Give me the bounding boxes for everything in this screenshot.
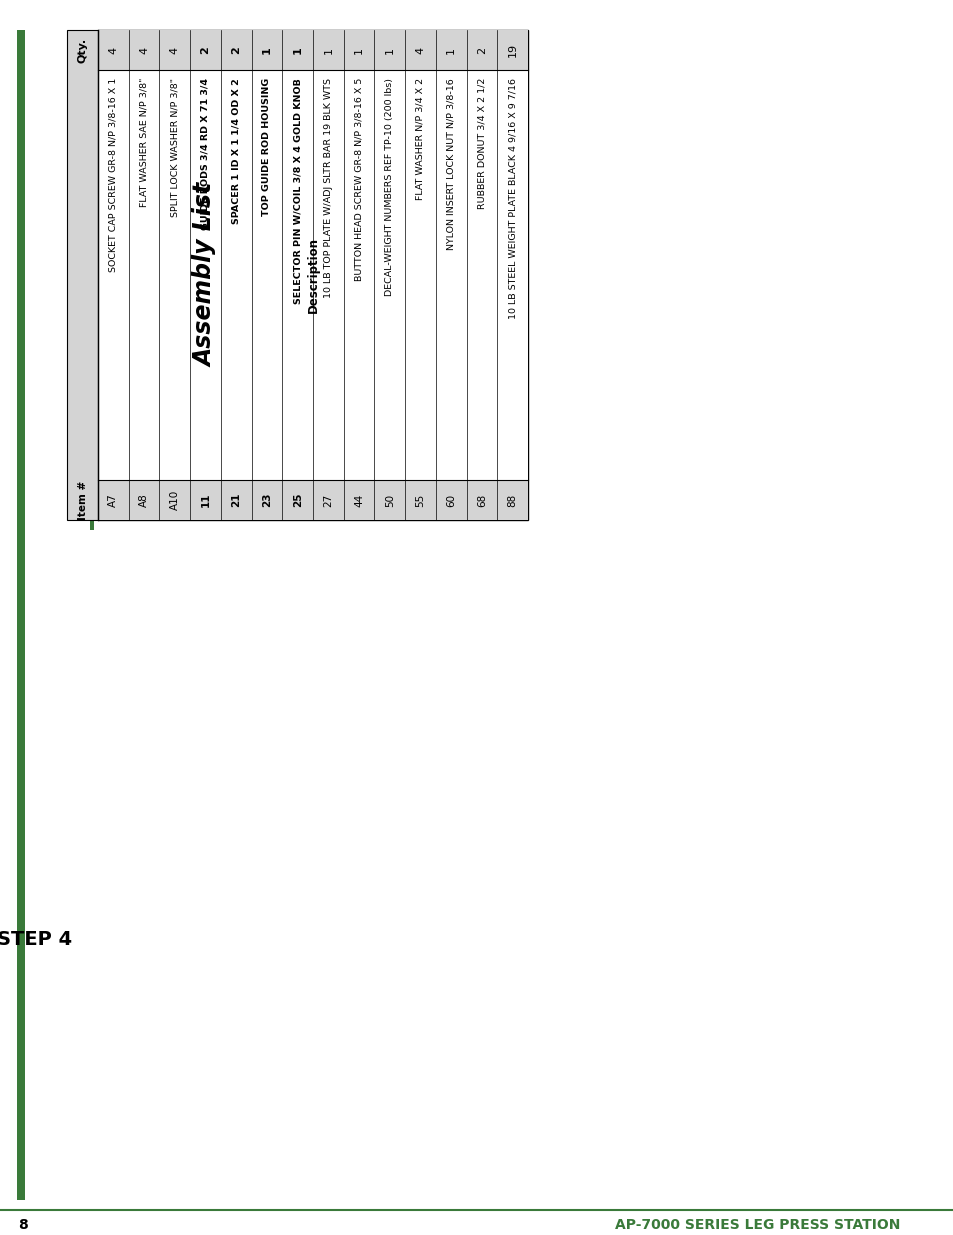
- Text: 2: 2: [200, 46, 211, 54]
- Text: 44: 44: [354, 493, 364, 506]
- Text: SPACER 1 ID X 1 1/4 OD X 2: SPACER 1 ID X 1 1/4 OD X 2: [232, 78, 240, 224]
- Text: STEP 4: STEP 4: [0, 930, 72, 950]
- Text: 1: 1: [262, 46, 272, 54]
- Text: 4: 4: [109, 47, 118, 53]
- Text: 4: 4: [170, 47, 179, 53]
- Text: Qty.: Qty.: [77, 37, 88, 63]
- Text: 1: 1: [323, 47, 333, 53]
- Text: Item #: Item #: [77, 480, 88, 520]
- Text: 21: 21: [231, 493, 241, 508]
- Text: NYLON INSERT LOCK NUT N/P 3/8-16: NYLON INSERT LOCK NUT N/P 3/8-16: [446, 78, 456, 249]
- Bar: [17, 30, 25, 1200]
- Text: SELECTOR PIN W/COIL 3/8 X 4 GOLD KNOB: SELECTOR PIN W/COIL 3/8 X 4 GOLD KNOB: [293, 78, 302, 304]
- Text: A8: A8: [139, 493, 149, 506]
- Text: SPLIT LOCK WASHER N/P 3/8": SPLIT LOCK WASHER N/P 3/8": [170, 78, 179, 217]
- Text: Description: Description: [306, 237, 319, 312]
- Text: AP-7000 SERIES LEG PRESS STATION: AP-7000 SERIES LEG PRESS STATION: [614, 1218, 899, 1233]
- Text: 8: 8: [18, 1218, 28, 1233]
- Text: 2: 2: [476, 47, 486, 53]
- Text: 88: 88: [507, 493, 517, 506]
- Text: 68: 68: [476, 493, 486, 506]
- Text: A10: A10: [170, 490, 179, 510]
- Text: SOCKET CAP SCREW GR-8 N/P 3/8-16 X 1: SOCKET CAP SCREW GR-8 N/P 3/8-16 X 1: [109, 78, 118, 272]
- Bar: [98, 30, 527, 520]
- Text: 19: 19: [507, 43, 517, 57]
- Text: 4: 4: [139, 47, 149, 53]
- Text: Assembly List: Assembly List: [193, 183, 217, 367]
- Text: FLAT WASHER N/P 3/4 X 2: FLAT WASHER N/P 3/4 X 2: [416, 78, 424, 200]
- Text: TOP GUIDE ROD HOUSING: TOP GUIDE ROD HOUSING: [262, 78, 272, 216]
- Text: 55: 55: [416, 493, 425, 506]
- Text: 1: 1: [354, 47, 364, 53]
- Text: 60: 60: [446, 494, 456, 506]
- Text: 1: 1: [446, 47, 456, 53]
- Text: GUIDE RODS 3/4 RD X 71 3/4: GUIDE RODS 3/4 RD X 71 3/4: [201, 78, 210, 230]
- Text: 10 LB STEEL WEIGHT PLATE BLACK 4 9/16 X 9 7/16: 10 LB STEEL WEIGHT PLATE BLACK 4 9/16 X …: [508, 78, 517, 319]
- Text: 4: 4: [416, 47, 425, 53]
- Text: 11: 11: [200, 493, 211, 508]
- Bar: [98, 30, 527, 70]
- Text: 10 LB TOP PLATE W/ADJ SLTR BAR 19 BLK WTS: 10 LB TOP PLATE W/ADJ SLTR BAR 19 BLK WT…: [323, 78, 333, 298]
- Text: 1: 1: [293, 46, 302, 54]
- Text: RUBBER DONUT 3/4 X 2 1/2: RUBBER DONUT 3/4 X 2 1/2: [476, 78, 486, 210]
- Bar: [90, 30, 94, 530]
- Text: 23: 23: [262, 493, 272, 508]
- Bar: [98, 480, 527, 520]
- Text: 27: 27: [323, 493, 333, 506]
- Text: A7: A7: [109, 493, 118, 506]
- Text: 1: 1: [384, 47, 395, 53]
- Text: BUTTON HEAD SCREW GR-8 N/P 3/8-16 X 5: BUTTON HEAD SCREW GR-8 N/P 3/8-16 X 5: [355, 78, 363, 282]
- Bar: [98, 70, 527, 480]
- Text: DECAL-WEIGHT NUMBERS REF TP-10 (200 lbs): DECAL-WEIGHT NUMBERS REF TP-10 (200 lbs): [385, 78, 394, 296]
- Bar: [68, 30, 98, 520]
- Text: FLAT WASHER SAE N/P 3/8": FLAT WASHER SAE N/P 3/8": [139, 78, 149, 207]
- Text: 50: 50: [384, 494, 395, 506]
- Text: 25: 25: [293, 493, 302, 508]
- Text: 2: 2: [231, 46, 241, 54]
